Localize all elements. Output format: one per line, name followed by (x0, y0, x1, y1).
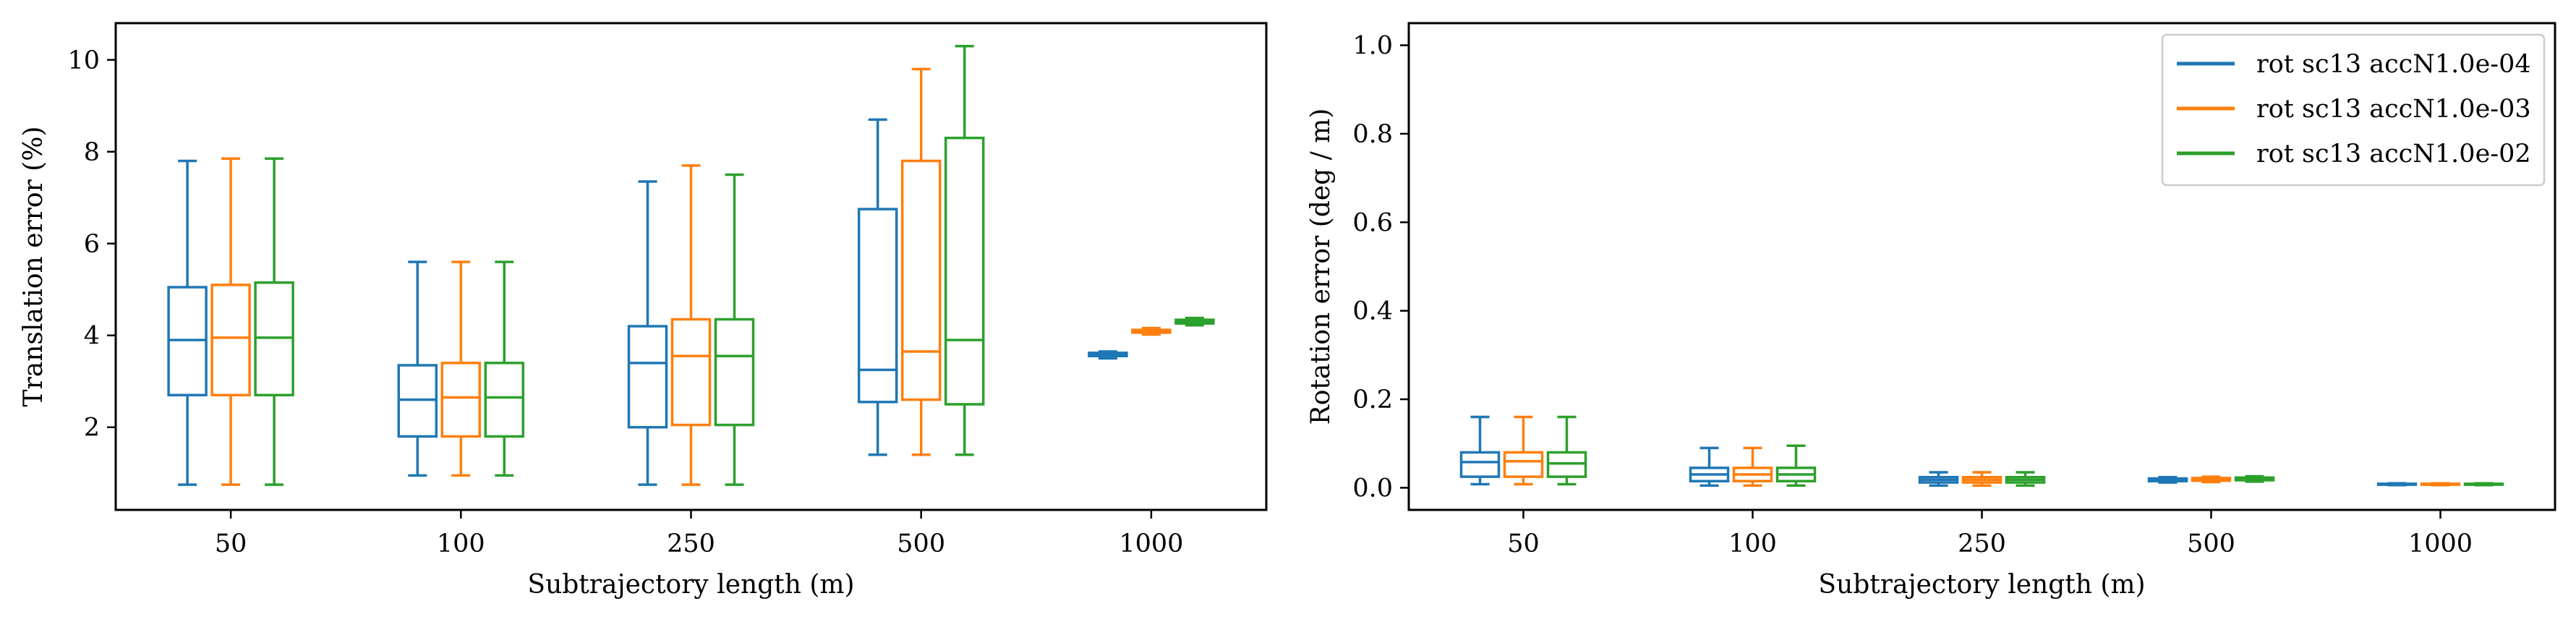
box-3-50 (1546, 415, 1587, 486)
y-tick-label: 0.4 (1352, 297, 1393, 326)
box-iqr (944, 136, 985, 406)
legend-label: rot sc13 accN1.0e-02 (2256, 140, 2531, 169)
legend-frame (2161, 33, 2546, 187)
box-2-250 (1961, 471, 2003, 487)
x-tick-label: 250 (667, 529, 715, 558)
x-tick-label: 250 (1958, 529, 2006, 558)
box-1-100 (1689, 446, 1730, 487)
x-tick-label: 1000 (2408, 529, 2473, 558)
chart-panel-1: 2 4 6 8 10 50 100 250 500 1000 Subtrajectory lengt… (19, 22, 1268, 600)
box-iqr (900, 159, 942, 401)
legend: rot sc13 accN1.0e-04 rot sc13 accN1.0e-03… (2161, 33, 2546, 187)
legend-label: rot sc13 accN1.0e-03 (2256, 95, 2531, 124)
x-tick-label: 100 (437, 529, 485, 558)
box-2-1000 (2420, 482, 2461, 487)
y-tick-label: 10 (67, 46, 100, 75)
box-3-250 (2005, 471, 2046, 487)
box-3-250 (714, 173, 755, 486)
box-1-1000 (2376, 482, 2418, 487)
box-iqr (484, 362, 525, 438)
y-axis-label: Rotation error (deg / m) (1306, 108, 1336, 425)
box-1-250 (627, 180, 668, 486)
y-tick-label: 0.2 (1352, 385, 1393, 414)
box-3-100 (1775, 444, 1817, 487)
y-tick-label: 0.8 (1352, 120, 1393, 149)
box-3-500 (944, 44, 985, 456)
box-iqr (440, 362, 482, 438)
x-tick-label: 1000 (1119, 529, 1183, 558)
chart-panel-2: 0.0 0.2 0.4 0.6 0.8 1.0 50 100 250 500 1000 Subtraj… (1306, 22, 2556, 600)
box-2-50 (1503, 415, 1544, 486)
box-iqr (210, 284, 251, 397)
y-tick-label: 1.0 (1352, 32, 1393, 61)
box-3-50 (254, 157, 294, 486)
box-1-50 (1459, 415, 1501, 486)
y-tick-label: 2 (84, 414, 100, 443)
box-1-100 (397, 260, 438, 477)
y-tick-label: 0.0 (1352, 474, 1393, 503)
box-iqr (1459, 451, 1501, 478)
box-2-50 (210, 157, 251, 486)
x-tick-label: 500 (2187, 529, 2235, 558)
box-3-100 (484, 260, 525, 477)
box-2-500 (2191, 475, 2232, 484)
plot-frame (1407, 22, 2556, 511)
y-tick-label: 0.6 (1352, 208, 1393, 237)
box-3-1000 (1174, 316, 1215, 327)
box-2-100 (440, 260, 482, 477)
x-axis-label: Subtrajectory length (m) (527, 570, 854, 600)
box-1-250 (1918, 471, 1959, 487)
box-iqr (670, 318, 712, 427)
x-axis-label: Subtrajectory length (m) (1818, 570, 2145, 600)
plot-frame (114, 22, 1268, 511)
y-tick-label: 6 (84, 230, 100, 259)
box-1-1000 (1088, 350, 1128, 360)
y-tick-label: 4 (84, 322, 100, 351)
box-1-500 (2147, 475, 2188, 484)
box-3-500 (2234, 474, 2275, 483)
box-3-1000 (2463, 482, 2504, 487)
x-tick-label: 500 (897, 529, 945, 558)
x-tick-label: 100 (1728, 529, 1777, 558)
box-iqr (1503, 451, 1544, 478)
y-axis-label: Translation error (%) (19, 127, 48, 407)
x-tick-label: 50 (1507, 529, 1540, 558)
x-tick-label: 50 (215, 529, 247, 558)
box-iqr (714, 318, 755, 427)
box-iqr (627, 325, 668, 429)
box-1-500 (857, 118, 898, 456)
box-iqr (857, 208, 898, 404)
box-2-500 (900, 67, 942, 456)
box-2-100 (1732, 446, 1773, 487)
box-2-1000 (1131, 326, 1172, 336)
legend-label: rot sc13 accN1.0e-04 (2256, 50, 2531, 79)
box-1-50 (167, 159, 208, 486)
box-2-250 (670, 164, 712, 486)
y-tick-label: 8 (84, 138, 100, 167)
